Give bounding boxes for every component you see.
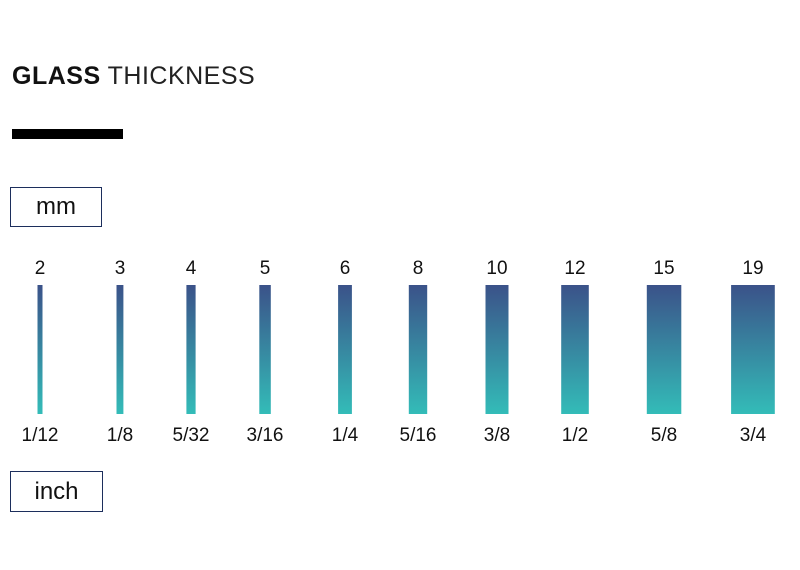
- thickness-bar-4mm: [186, 285, 196, 414]
- thickness-bar-2mm: [37, 285, 43, 414]
- mm-label-12: 12: [564, 258, 585, 279]
- thickness-bar-8mm: [408, 285, 428, 414]
- thickness-bar-3mm: [116, 285, 124, 414]
- thickness-bar-5mm: [259, 285, 271, 414]
- mm-label-19: 19: [742, 258, 763, 279]
- inch-label-1-4: 1/4: [332, 425, 359, 446]
- inch-label-1-12: 1/12: [22, 425, 59, 446]
- thickness-bar-19mm: [731, 285, 775, 414]
- mm-label-4: 4: [186, 258, 197, 279]
- title-underline: [12, 129, 123, 139]
- mm-label-10: 10: [486, 258, 507, 279]
- mm-label-8: 8: [413, 258, 424, 279]
- inch-unit-label: inch: [10, 471, 103, 512]
- inch-label-5-32: 5/32: [173, 425, 210, 446]
- thickness-bar-12mm: [561, 285, 589, 414]
- mm-label-6: 6: [340, 258, 351, 279]
- inch-label-3-16: 3/16: [247, 425, 284, 446]
- mm-unit-label: mm: [10, 187, 102, 227]
- mm-label-2: 2: [35, 258, 46, 279]
- title-bold: GLASS: [12, 62, 101, 90]
- mm-label-3: 3: [115, 258, 126, 279]
- thickness-bar-15mm: [646, 285, 682, 414]
- page-title: GLASS THICKNESS: [12, 62, 255, 91]
- thickness-bar-10mm: [485, 285, 509, 414]
- inch-label-1-8: 1/8: [107, 425, 133, 446]
- inch-label-5-16: 5/16: [400, 425, 437, 446]
- inch-label-1-2: 1/2: [562, 425, 588, 446]
- title-light: THICKNESS: [107, 62, 256, 90]
- mm-label-15: 15: [653, 258, 674, 279]
- inch-label-5-8: 5/8: [651, 425, 677, 446]
- inch-label-3-4: 3/4: [740, 425, 767, 446]
- mm-label-5: 5: [260, 258, 271, 279]
- inch-label-3-8: 3/8: [484, 425, 510, 446]
- thickness-bar-6mm: [338, 285, 352, 414]
